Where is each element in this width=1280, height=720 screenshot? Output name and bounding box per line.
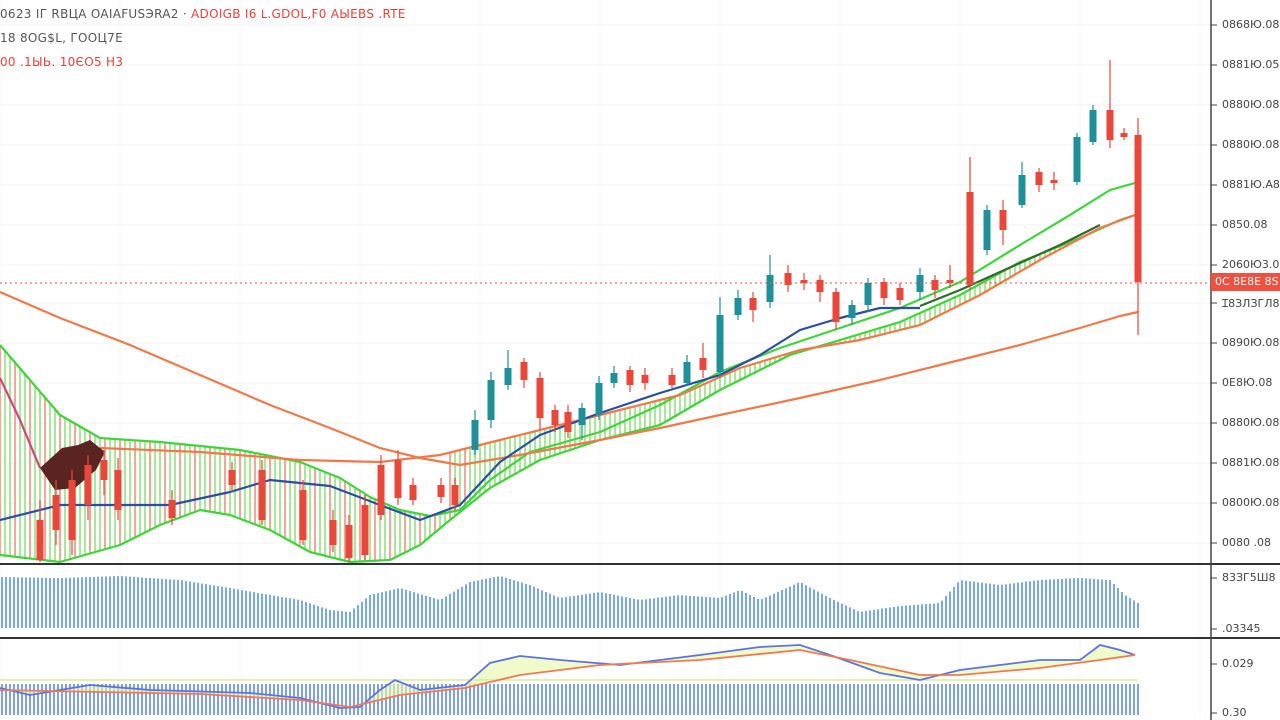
legend-row-2: 18 8OG$L, ГOOЦ7E (0, 26, 406, 50)
macd-axis-label: 0.029 (1222, 657, 1254, 670)
legend-vol-prefix: 00 (0, 55, 16, 69)
macd-indicator (0, 644, 1139, 715)
volume-histogram (1, 576, 1139, 628)
legend-symbol: 0623 ІГ RBЦA OAІAFUSЭRA2 · (0, 7, 187, 21)
legend-change: AЫEBS .RTE (330, 7, 406, 21)
price-axis-label: 0881Ю.A8 (1222, 178, 1280, 191)
legend-row-3: 00 .1ЫЬ. 10ЄO5 H3 (0, 50, 406, 74)
indicator-legend: 0623 ІГ RBЦA OAІAFUSЭRA2 · ADOIGB I6 Ⳑ.G… (0, 2, 406, 74)
volume-axis-label: 83ЗГ5Ш8 (1222, 571, 1276, 584)
price-axis-label: 0880Ю.08 (1222, 98, 1280, 111)
volume-axis-label: .03345 (1222, 622, 1261, 635)
moving-average-lines (0, 181, 1139, 564)
price-axis-label: 2060Ю3.08 (1222, 258, 1280, 271)
price-axis-label: 0880Ю.08 (1222, 138, 1280, 151)
candlestick-series (36, 60, 1142, 562)
current-price-tag: 0C 8E8E 8S (1211, 273, 1280, 291)
price-axis-label: 0880Ю.08 (1222, 416, 1280, 429)
price-axis-label: 0800Ю.08 (1222, 496, 1280, 509)
macd-axis-label: 0.30 (1222, 706, 1247, 719)
legend-open: ADOIGB I6 (186, 7, 261, 21)
price-axis-label: 0881Ю.05 (1222, 58, 1280, 71)
price-axis-label: 0881Ю.08 (1222, 456, 1280, 469)
price-axis-label: 0080 .08 (1222, 536, 1271, 549)
legend-vol-value: .1ЫЬ. 10ЄO5 H3 (15, 55, 124, 69)
legend-close: Ⳑ.GDOL,F0 (260, 7, 331, 21)
price-axis-label: Ɪ8ЗЛЗГЛ8 (1222, 297, 1280, 310)
legend-ma-label: 18 8OG$L, ГOOЦ7E (0, 31, 123, 45)
legend-row-1: 0623 ІГ RBЦA OAІAFUSЭRA2 · ADOIGB I6 Ⳑ.G… (0, 2, 406, 26)
price-axis-label: 0E8Ю.08 (1222, 376, 1273, 389)
grid-lines (0, 0, 1210, 718)
price-axis-label: 0890Ю.08 (1222, 336, 1280, 349)
price-axis-label: 0868Ю.08 (1222, 18, 1280, 31)
price-axis-label: 0850.08 (1222, 218, 1268, 231)
